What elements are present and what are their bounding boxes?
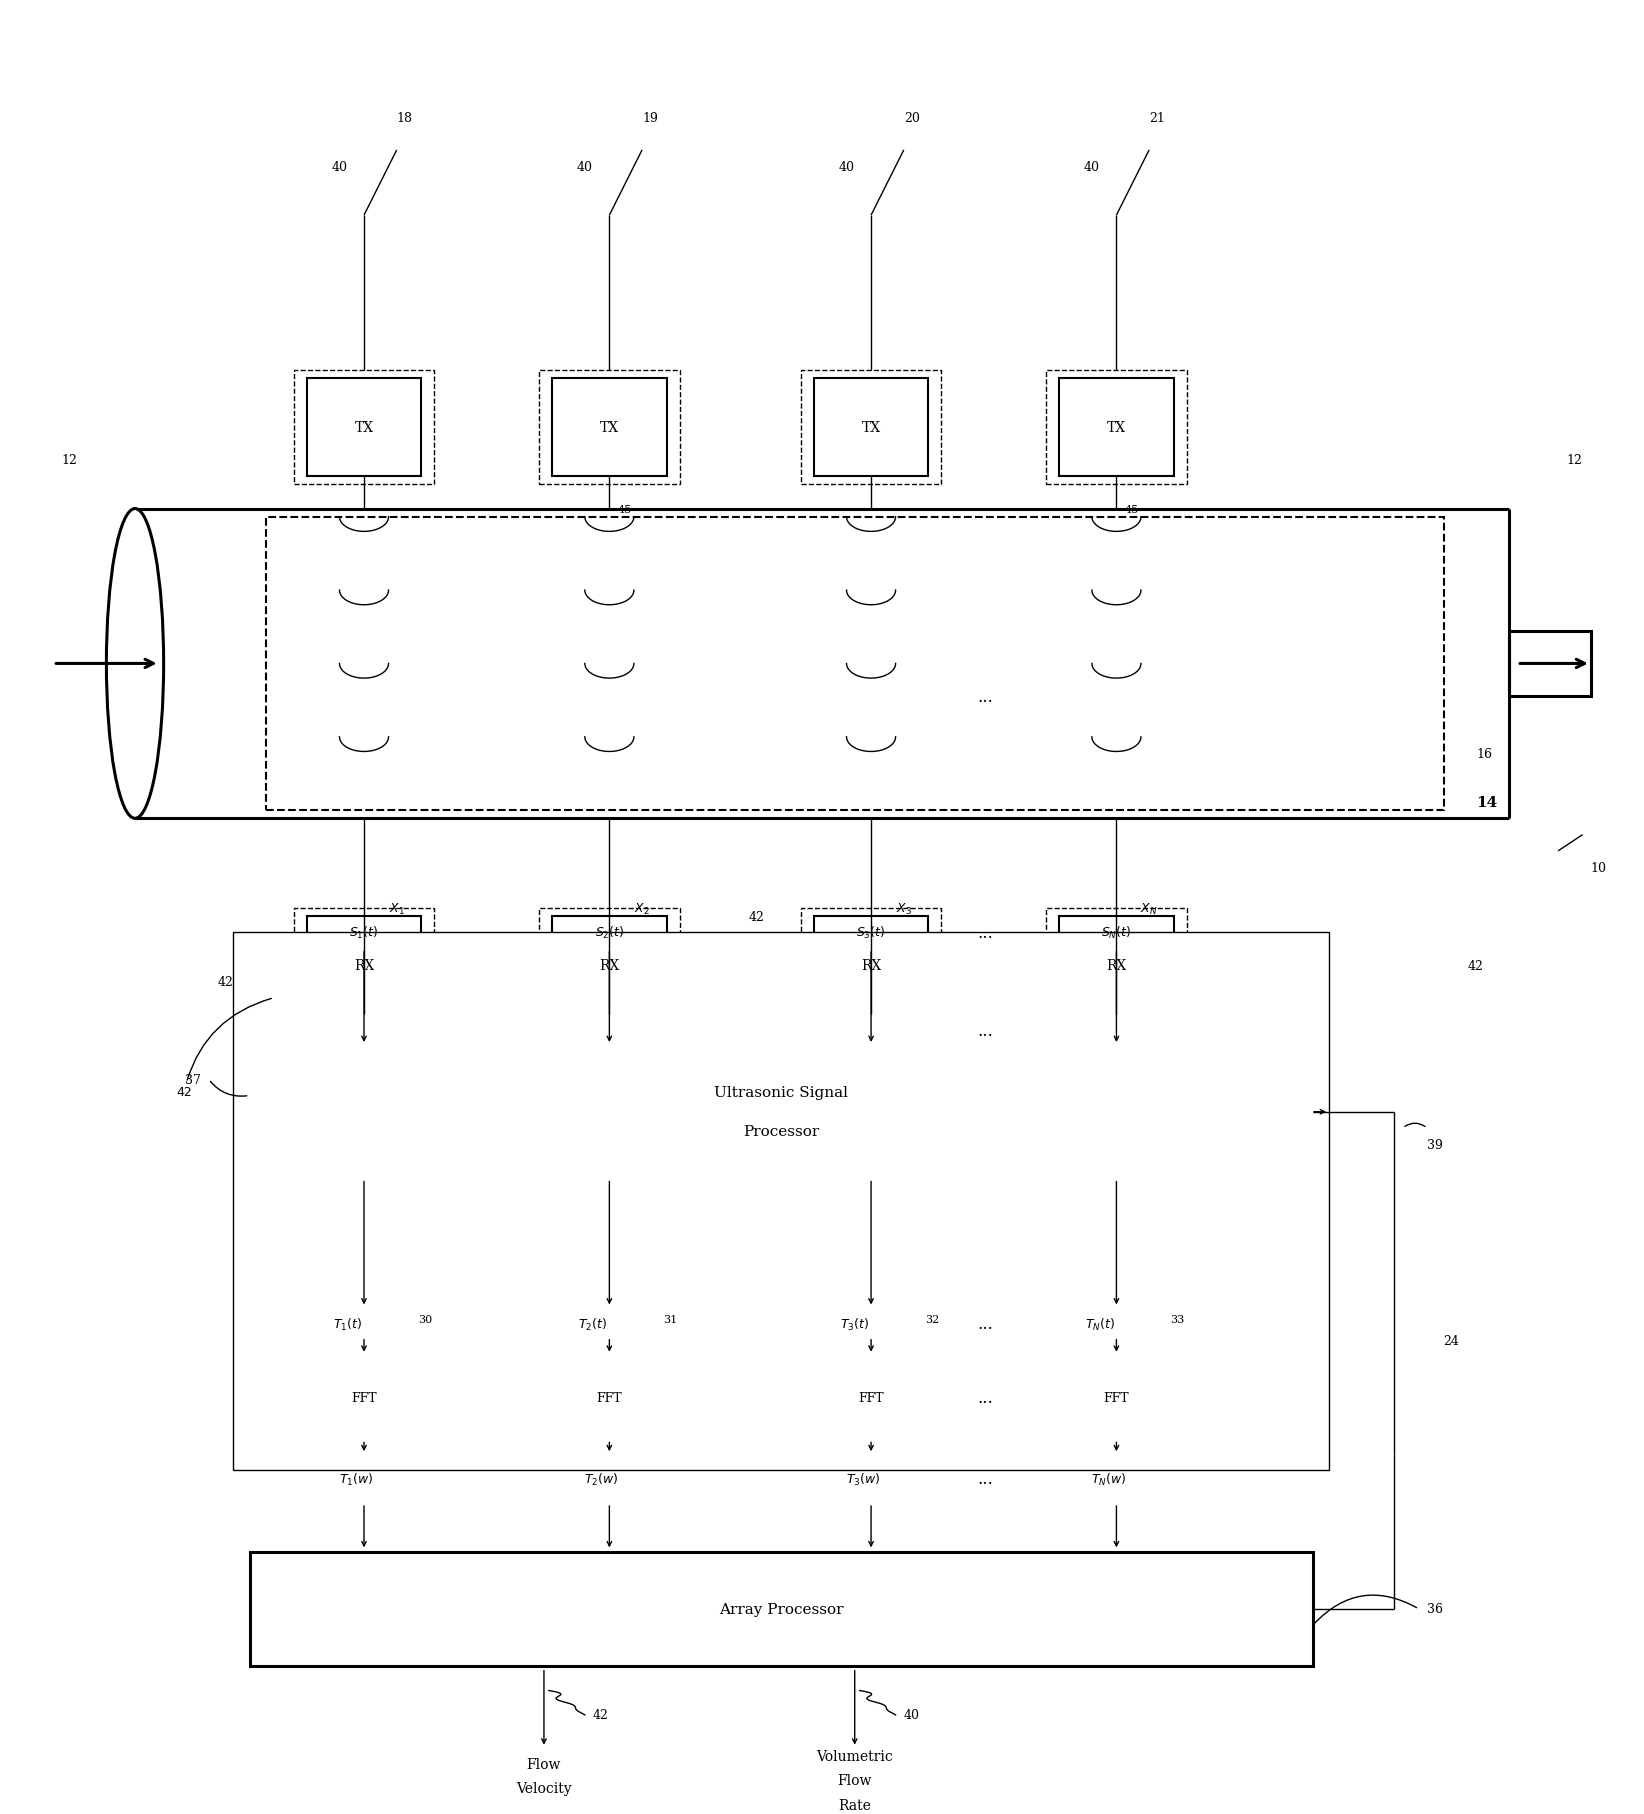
Text: 40: 40 [904,1709,919,1721]
Bar [1059,379,1174,477]
Text: 40: 40 [332,161,347,174]
Text: TX: TX [861,421,881,435]
Text: 12: 12 [61,454,77,466]
Text: RX: RX [600,958,620,972]
Bar [1509,631,1591,697]
Bar [552,916,666,1014]
Text: 36: 36 [1427,1602,1443,1616]
Text: RX: RX [1106,958,1126,972]
Text: ...: ... [978,1021,993,1039]
Text: 31: 31 [663,1313,677,1324]
Bar [1046,909,1187,1023]
Text: $S_2(t)$: $S_2(t)$ [595,925,625,941]
Text: $T_1(w)$: $T_1(w)$ [339,1471,373,1487]
Bar [316,1357,413,1439]
Bar [539,370,679,484]
Text: Array Processor: Array Processor [718,1602,843,1616]
Text: 16: 16 [1476,747,1493,760]
Text: Velocity: Velocity [516,1781,572,1796]
Text: Ultrasonic Signal: Ultrasonic Signal [713,1085,848,1099]
Text: Volumetric: Volumetric [817,1749,893,1763]
Text: $T_1(t)$: $T_1(t)$ [334,1315,362,1331]
Text: 20: 20 [904,112,919,125]
Text: Flow: Flow [837,1774,871,1787]
Text: RX: RX [353,958,375,972]
Text: 39: 39 [1427,1137,1443,1152]
Text: Processor: Processor [743,1125,819,1139]
Bar [294,909,434,1023]
Bar [1059,916,1174,1014]
Text: 42: 42 [176,1000,271,1099]
Text: TX: TX [1106,421,1126,435]
Bar [561,1357,659,1439]
Bar [250,1553,1312,1665]
Bar [1067,1357,1166,1439]
Text: 42: 42 [217,976,233,989]
Text: ...: ... [978,1315,993,1333]
Bar [801,370,942,484]
Text: 19: 19 [643,112,658,125]
Text: $T_N(t)$: $T_N(t)$ [1085,1315,1115,1331]
Text: $S_3(t)$: $S_3(t)$ [857,925,886,941]
Text: FFT: FFT [858,1391,884,1404]
Bar [307,379,421,477]
Text: 12: 12 [1567,454,1582,466]
Text: $X_1$: $X_1$ [390,902,404,916]
Text: $T_3(t)$: $T_3(t)$ [840,1315,870,1331]
Bar [250,1047,1312,1177]
Text: FFT: FFT [1103,1391,1129,1404]
Text: $T_3(w)$: $T_3(w)$ [845,1471,880,1487]
Text: 37: 37 [184,1074,201,1087]
Bar [307,916,421,1014]
Text: 32: 32 [926,1313,939,1324]
Text: ...: ... [978,1471,993,1487]
Ellipse shape [107,510,164,818]
Text: $X_3$: $X_3$ [896,902,912,916]
Text: TX: TX [600,421,618,435]
Text: ...: ... [978,925,993,941]
Text: $T_2(w)$: $T_2(w)$ [584,1471,618,1487]
Text: FFT: FFT [597,1391,621,1404]
Bar [539,909,679,1023]
Text: $S_1(t)$: $S_1(t)$ [349,925,378,941]
Bar [814,379,929,477]
Text: 33: 33 [1171,1313,1185,1324]
Text: 42: 42 [593,1709,608,1721]
Text: 42: 42 [1468,960,1485,972]
Text: 10: 10 [1591,862,1606,874]
Bar [1046,370,1187,484]
Bar [814,916,929,1014]
Text: 18: 18 [396,112,413,125]
Text: $X_2$: $X_2$ [635,902,649,916]
Text: 40: 40 [577,161,593,174]
Text: $T_2(t)$: $T_2(t)$ [579,1315,608,1331]
Text: 45: 45 [1124,504,1139,515]
Bar [233,932,1328,1471]
Text: 21: 21 [1149,112,1166,125]
Text: 14: 14 [1476,796,1498,809]
Text: $S_N(t)$: $S_N(t)$ [1101,925,1131,941]
Text: 40: 40 [838,161,855,174]
Bar [266,517,1443,811]
Text: $T_N(w)$: $T_N(w)$ [1090,1471,1126,1487]
Text: 30: 30 [418,1313,432,1324]
Bar [801,909,942,1023]
Text: 42: 42 [748,911,764,923]
Text: $X_N$: $X_N$ [1141,902,1157,916]
Text: 40: 40 [1083,161,1100,174]
Text: 45: 45 [618,504,631,515]
Text: ...: ... [978,688,993,706]
Text: TX: TX [355,421,373,435]
Bar [294,370,434,484]
Text: Rate: Rate [838,1798,871,1812]
Text: ...: ... [978,1390,993,1406]
Text: Flow: Flow [526,1758,561,1770]
Text: RX: RX [861,958,881,972]
Text: 24: 24 [1443,1333,1460,1346]
Text: FFT: FFT [352,1391,376,1404]
Bar [552,379,666,477]
Bar [822,1357,921,1439]
